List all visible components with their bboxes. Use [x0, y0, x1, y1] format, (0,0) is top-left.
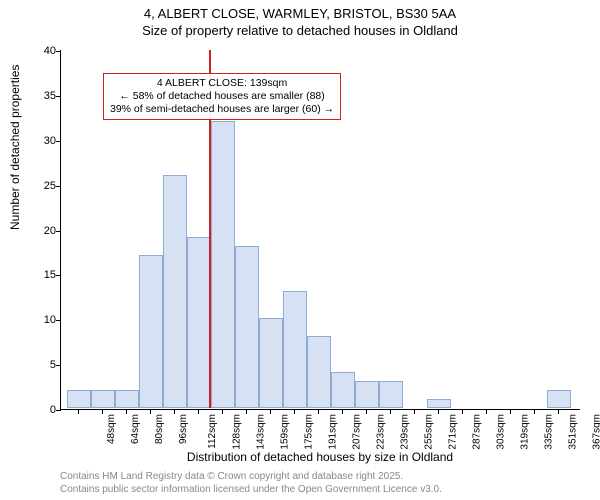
- footer-line-2: Contains public sector information licen…: [60, 484, 442, 497]
- y-tick-mark: [56, 51, 61, 52]
- x-tick-label: 255sqm: [424, 414, 435, 450]
- x-tick-label: 351sqm: [568, 414, 579, 450]
- histogram-bar: [67, 390, 91, 408]
- annotation-box: 4 ALBERT CLOSE: 139sqm← 58% of detached …: [103, 73, 341, 120]
- annotation-line: 39% of semi-detached houses are larger (…: [110, 103, 334, 116]
- x-tick-mark: [414, 409, 415, 414]
- title-line-2: Size of property relative to detached ho…: [0, 23, 600, 40]
- annotation-line: ← 58% of detached houses are smaller (88…: [110, 90, 334, 103]
- y-tick-label: 5: [50, 359, 56, 371]
- y-axis-label: Number of detached properties: [8, 65, 22, 230]
- y-tick-mark: [56, 275, 61, 276]
- histogram-bar: [235, 246, 259, 408]
- x-tick-mark: [294, 409, 295, 414]
- x-tick-mark: [246, 409, 247, 414]
- x-tick-mark: [510, 409, 511, 414]
- y-tick-mark: [56, 96, 61, 97]
- x-tick-mark: [150, 409, 151, 414]
- histogram-bar: [115, 390, 139, 408]
- y-tick-mark: [56, 231, 61, 232]
- x-tick-mark: [438, 409, 439, 414]
- y-tick-label: 10: [44, 314, 56, 326]
- x-axis-label: Distribution of detached houses by size …: [60, 450, 580, 464]
- x-tick-label: 207sqm: [352, 414, 363, 450]
- x-tick-label: 64sqm: [130, 414, 141, 444]
- title-block: 4, ALBERT CLOSE, WARMLEY, BRISTOL, BS30 …: [0, 0, 600, 40]
- title-line-1: 4, ALBERT CLOSE, WARMLEY, BRISTOL, BS30 …: [0, 6, 600, 23]
- y-tick-mark: [56, 186, 61, 187]
- x-tick-label: 143sqm: [256, 414, 267, 450]
- x-tick-label: 335sqm: [544, 414, 555, 450]
- x-tick-label: 239sqm: [400, 414, 411, 450]
- x-tick-label: 112sqm: [207, 414, 218, 449]
- histogram-bar: [91, 390, 115, 408]
- x-tick-mark: [558, 409, 559, 414]
- histogram-bar: [259, 318, 283, 408]
- x-tick-label: 319sqm: [520, 414, 531, 450]
- x-tick-mark: [462, 409, 463, 414]
- histogram-bar: [379, 381, 403, 408]
- chart-area: 4 ALBERT CLOSE: 139sqm← 58% of detached …: [60, 50, 580, 410]
- footer-attribution: Contains HM Land Registry data © Crown c…: [60, 471, 442, 496]
- y-tick-label: 35: [44, 90, 56, 102]
- y-tick-label: 25: [44, 180, 56, 192]
- x-tick-mark: [390, 409, 391, 414]
- x-tick-label: 287sqm: [472, 414, 483, 450]
- x-tick-label: 191sqm: [328, 414, 339, 450]
- y-tick-label: 30: [44, 135, 56, 147]
- plot-region: 4 ALBERT CLOSE: 139sqm← 58% of detached …: [60, 50, 580, 410]
- y-tick-mark: [56, 320, 61, 321]
- x-tick-mark: [222, 409, 223, 414]
- x-tick-label: 128sqm: [232, 414, 243, 450]
- x-tick-label: 271sqm: [448, 414, 459, 450]
- y-tick-mark: [56, 365, 61, 366]
- x-tick-mark: [126, 409, 127, 414]
- x-tick-mark: [366, 409, 367, 414]
- x-tick-label: 159sqm: [280, 414, 291, 450]
- histogram-bar: [331, 372, 355, 408]
- histogram-bar: [547, 390, 571, 408]
- y-tick-label: 20: [44, 225, 56, 237]
- y-tick-mark: [56, 410, 61, 411]
- x-tick-label: 223sqm: [376, 414, 387, 450]
- histogram-bar: [307, 336, 331, 408]
- x-tick-label: 80sqm: [154, 414, 165, 444]
- histogram-bar: [355, 381, 379, 408]
- histogram-bar: [427, 399, 451, 408]
- x-tick-mark: [534, 409, 535, 414]
- x-tick-mark: [342, 409, 343, 414]
- y-tick-label: 40: [44, 45, 56, 57]
- histogram-bar: [283, 291, 307, 408]
- x-tick-label: 367sqm: [592, 414, 600, 450]
- x-tick-mark: [270, 409, 271, 414]
- x-tick-mark: [174, 409, 175, 414]
- histogram-bar: [187, 237, 211, 408]
- y-tick-label: 15: [44, 269, 56, 281]
- histogram-bar: [139, 255, 163, 408]
- x-tick-label: 48sqm: [106, 414, 117, 444]
- x-tick-mark: [486, 409, 487, 414]
- footer-line-1: Contains HM Land Registry data © Crown c…: [60, 471, 442, 484]
- x-tick-label: 303sqm: [496, 414, 507, 450]
- histogram-bar: [211, 121, 235, 408]
- x-tick-mark: [318, 409, 319, 414]
- y-tick-label: 0: [50, 404, 56, 416]
- x-tick-mark: [198, 409, 199, 414]
- chart-container: 4, ALBERT CLOSE, WARMLEY, BRISTOL, BS30 …: [0, 0, 600, 500]
- x-tick-label: 96sqm: [178, 414, 189, 444]
- x-tick-label: 175sqm: [304, 414, 315, 450]
- annotation-line: 4 ALBERT CLOSE: 139sqm: [110, 77, 334, 90]
- x-tick-mark: [102, 409, 103, 414]
- x-tick-mark: [78, 409, 79, 414]
- histogram-bar: [163, 175, 187, 408]
- y-tick-mark: [56, 141, 61, 142]
